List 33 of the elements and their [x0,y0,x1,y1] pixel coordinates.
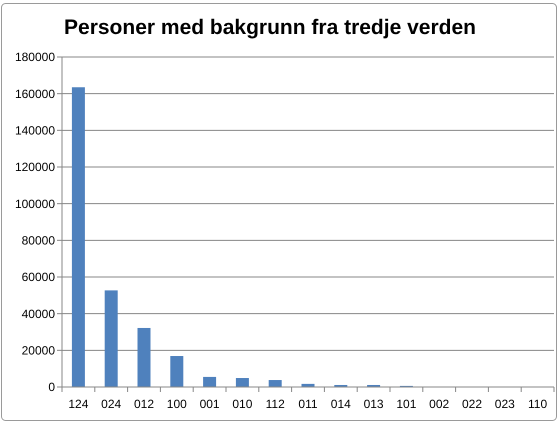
x-tick-label: 022 [462,397,482,411]
chart-title: Personer med bakgrunn fra tredje verden [64,16,476,39]
y-tick-label: 140000 [14,124,56,138]
y-tick-label: 120000 [14,160,56,174]
y-tick-label: 0 [48,380,56,394]
y-tick-label: 20000 [22,344,56,358]
bar [104,290,118,387]
bar [268,380,282,387]
bar [236,378,249,387]
x-tick-label: 001 [200,397,220,411]
y-tick-label: 180000 [14,50,56,64]
x-tick-label: 100 [166,397,188,411]
y-tick-label: 100000 [14,196,56,211]
y-tick-label: 160000 [14,86,56,101]
y-tick-label: 40000 [22,306,56,321]
x-tick-label: 023 [494,397,516,411]
bar [203,376,216,387]
x-tick-label: 013 [364,397,384,411]
x-tick-label: 002 [429,397,450,411]
x-tick-label: 011 [298,397,318,411]
y-tick-label: 60000 [22,270,56,284]
bar [170,356,184,387]
x-tick-label: 124 [68,397,89,411]
bar [72,87,85,387]
x-tick-label: 112 [266,397,286,411]
x-tick-label: 110 [528,397,548,411]
x-tick-label: 024 [101,397,122,411]
x-tick-label: 014 [330,397,352,411]
x-tick-label: 012 [134,397,154,411]
bar [138,328,150,387]
x-tick-label: 010 [232,397,253,411]
y-tick-label: 80000 [22,234,56,248]
x-tick-label: 101 [396,397,417,411]
